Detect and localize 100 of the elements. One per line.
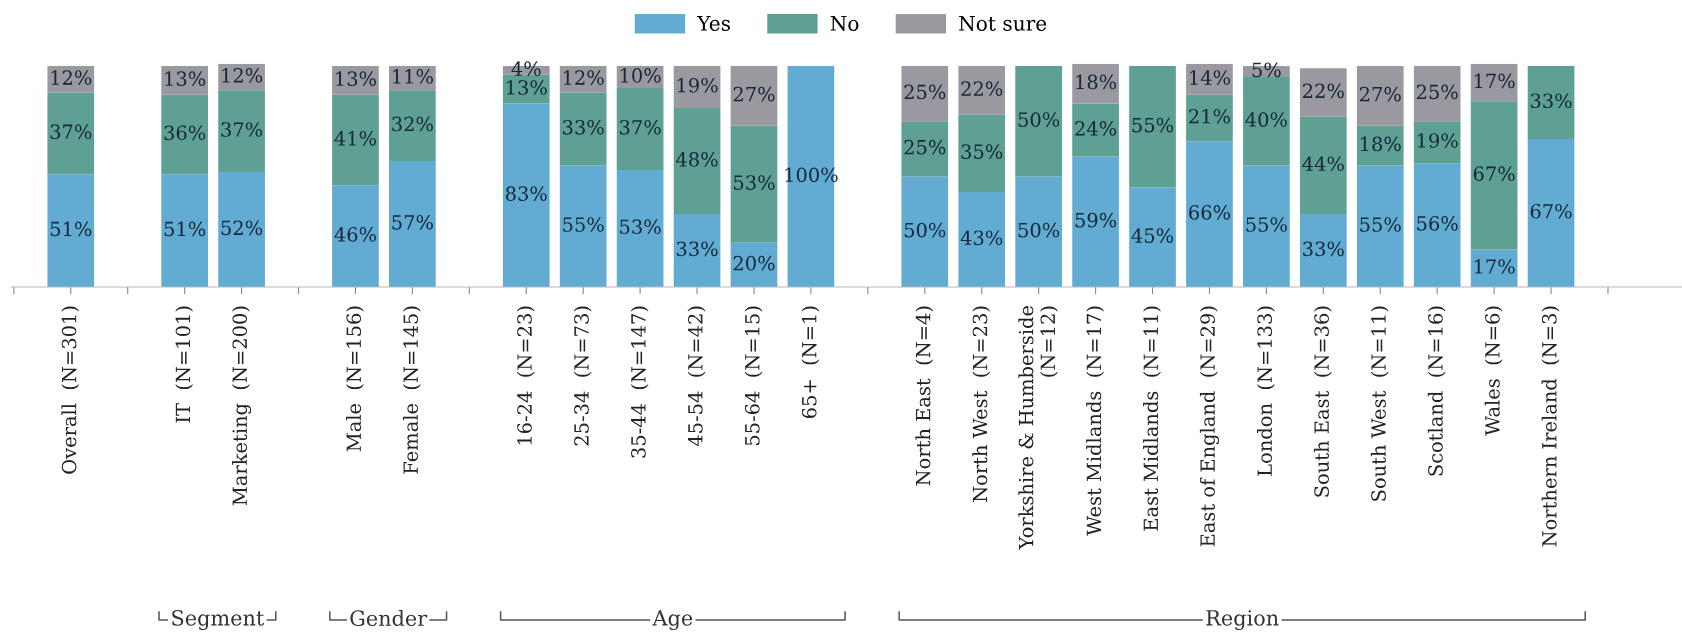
x-tick-label: 65+ (N=1) (801, 306, 820, 418)
bar (1243, 77, 1290, 166)
data-label: 45% (1131, 228, 1174, 243)
x-tick-label: 35-44 (N=147) (630, 306, 649, 458)
bar (1072, 156, 1119, 287)
data-label: 43% (960, 230, 1003, 246)
text: Segment (172, 609, 265, 631)
bar (1186, 63, 1233, 95)
x-tick-label: Male (N=156) (346, 306, 364, 452)
data-label: 13% (507, 80, 547, 95)
text: Gender (350, 609, 428, 627)
bar (332, 94, 379, 186)
data-label: 53% (734, 175, 775, 190)
bar (502, 103, 550, 287)
data-label: 33% (563, 119, 604, 135)
data-label: 24% (1075, 121, 1117, 136)
data-label: 67% (1530, 203, 1572, 219)
bar (1356, 66, 1404, 126)
x-tick-label: North East (N=4) (915, 306, 934, 486)
bar (1129, 66, 1176, 188)
data-label: 59% (1075, 212, 1117, 228)
x-tick-label: Scotland (N=16) (1427, 306, 1446, 476)
legend-label: No (830, 15, 859, 31)
data-label: 5% (1252, 62, 1281, 78)
x-tick-label: East Midlands (N=11) (1143, 306, 1161, 531)
x-tick-label: Overall (N=301) (61, 306, 80, 474)
bar (47, 92, 95, 175)
data-label: 22% (1303, 83, 1344, 99)
bar (1413, 121, 1461, 164)
x-tick-label: 16-24 (N=23) (516, 306, 535, 445)
bar (673, 108, 721, 215)
data-label: 37% (619, 119, 661, 135)
data-label: 17% (1474, 73, 1515, 89)
data-label: 44% (1302, 156, 1344, 172)
bar (1129, 187, 1176, 287)
bar (901, 66, 949, 122)
bar (389, 161, 436, 287)
data-label: 83% (505, 186, 547, 201)
bar (673, 214, 721, 287)
bar (47, 66, 95, 93)
data-label: 52% (221, 220, 263, 236)
data-label: 18% (1076, 74, 1117, 90)
data-label: 57% (392, 214, 433, 230)
data-label: 67% (1473, 166, 1515, 182)
data-label: 25% (904, 139, 946, 155)
x-tick-label: Wales (N=6) (1484, 306, 1503, 436)
bar (616, 169, 664, 287)
data-label: 12% (563, 70, 604, 85)
text: Region (1206, 610, 1279, 631)
bar (1413, 163, 1461, 287)
data-label: 12% (222, 67, 263, 83)
data-label: 55% (1246, 217, 1287, 232)
data-label: 32% (392, 116, 433, 132)
bar (218, 90, 265, 173)
data-label: 13% (336, 71, 376, 87)
bar (1015, 66, 1062, 177)
data-label: 27% (1359, 86, 1401, 102)
bar (1527, 66, 1575, 139)
data-label: 20% (733, 255, 775, 271)
data-label: 33% (1530, 93, 1572, 109)
data-label: 35% (961, 144, 1003, 159)
bar (1072, 63, 1119, 104)
bar (1413, 66, 1461, 122)
bar (958, 191, 1006, 287)
data-label: 33% (676, 241, 718, 257)
bar (1186, 94, 1233, 142)
bar (1299, 116, 1347, 215)
data-label: 50% (904, 222, 946, 238)
data-label: 17% (1474, 259, 1515, 274)
bar (1356, 125, 1404, 166)
data-label: 55% (1132, 117, 1174, 133)
bar (730, 66, 778, 126)
data-label: 66% (1189, 205, 1230, 220)
data-label: 19% (1417, 133, 1458, 148)
x-tick-label: Yorkshire & Humberside (N=12) (1018, 306, 1058, 550)
bar (47, 174, 95, 287)
data-label: 46% (334, 227, 376, 242)
data-label: 55% (1360, 217, 1401, 232)
x-tick-label: IT (N=101) (175, 306, 194, 423)
x-tick-label: Female (N=145) (402, 306, 421, 474)
bar (1356, 165, 1404, 287)
x-tick-label: 45-54 (N=42) (687, 306, 706, 447)
data-label: 51% (50, 221, 92, 237)
bar (161, 94, 208, 175)
bar (332, 66, 379, 95)
x-tick-label: South West (N=11) (1370, 306, 1389, 501)
data-label: 27% (733, 86, 775, 102)
bar (332, 185, 379, 287)
bar (1015, 176, 1062, 287)
bar (673, 66, 721, 108)
bar (1072, 103, 1119, 157)
bar (1186, 141, 1233, 287)
bar (1470, 101, 1518, 250)
data-label: 21% (1189, 108, 1230, 124)
bar (958, 66, 1006, 115)
data-label: 33% (1303, 241, 1344, 257)
data-label: 25% (904, 84, 946, 100)
data-label: 40% (1245, 112, 1287, 127)
bar (161, 66, 208, 95)
data-label: 10% (620, 67, 661, 83)
